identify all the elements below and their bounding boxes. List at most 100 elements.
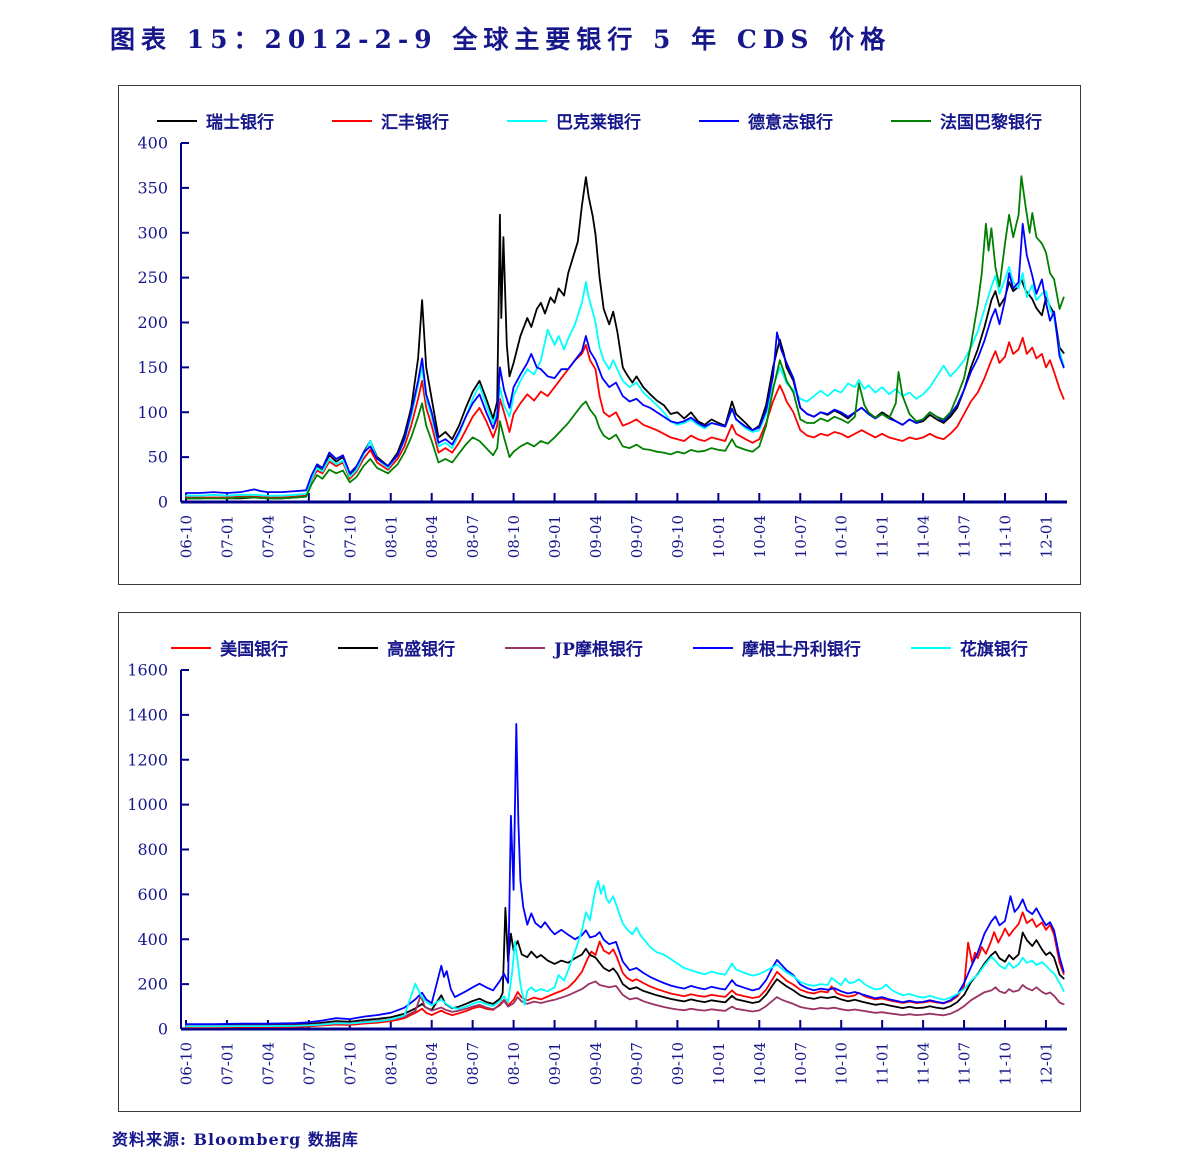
x-tick-label: 10-10	[833, 515, 851, 558]
x-tick-label: 11-07	[956, 1042, 974, 1085]
top-chart-legend: 瑞士银行 汇丰银行 巴克莱银行 德意志银行 法国巴黎银行	[119, 108, 1080, 133]
y-tick-label: 150	[137, 358, 168, 377]
x-tick-label: 08-10	[505, 515, 523, 558]
x-tick-label: 12-01	[1037, 1042, 1055, 1085]
y-tick-label: 200	[137, 975, 168, 994]
x-tick-label: 09-01	[546, 515, 564, 558]
legend-label: 德意志银行	[748, 113, 833, 133]
x-tick-label: 11-10	[997, 1042, 1015, 1085]
x-tick-label: 09-04	[587, 515, 605, 558]
x-tick-label: 08-04	[423, 515, 441, 558]
series-line-1	[185, 336, 1065, 499]
x-tick-label: 07-10	[341, 1042, 359, 1085]
x-tick-label: 06-10	[178, 1042, 196, 1085]
x-tick-label: 08-01	[382, 515, 400, 558]
legend-line-swatch	[891, 119, 931, 122]
bottom-chart-plot: 0 200 400 600 800 1000 1200 1400 1600 06-10 07-01 0…	[127, 661, 1067, 1085]
top-chart-plot: 0 50 100 150 200 250 300 350 400 06-10 07-01 07-04 0…	[137, 134, 1067, 558]
x-tick-label: 09-10	[669, 1042, 687, 1085]
legend-item-2: 巴克莱银行	[507, 108, 641, 133]
y-tick-label: 1200	[127, 750, 168, 769]
x-tick-label: 10-04	[751, 1042, 769, 1085]
series-line-3	[185, 723, 1065, 1026]
series-line-4	[185, 879, 1065, 1028]
x-tick-label: 10-01	[710, 515, 728, 558]
legend-item-1: 高盛银行	[338, 635, 455, 660]
y-tick-label: 250	[137, 268, 168, 287]
legend-label: 巴克莱银行	[556, 113, 641, 133]
legend-line-swatch	[505, 646, 546, 649]
series-line-2	[185, 265, 1065, 497]
legend-item-3: 德意志银行	[699, 108, 833, 133]
legend-label: 汇丰银行	[381, 113, 449, 133]
y-tick-label: 350	[137, 178, 168, 197]
x-tick-label: 09-07	[628, 515, 646, 558]
legend-line-swatch	[910, 646, 951, 649]
x-tick-label: 10-04	[751, 515, 769, 558]
legend-label: 法国巴黎银行	[940, 113, 1042, 133]
legend-line-swatch	[507, 119, 547, 122]
y-tick-label: 1600	[127, 661, 168, 680]
legend-label: 高盛银行	[387, 640, 456, 660]
y-tick-label: 0	[158, 493, 168, 512]
y-tick-label: 200	[137, 313, 168, 332]
data-source-note: 资料来源: Bloomberg 数据库	[112, 1130, 359, 1149]
series-line-4	[185, 175, 1065, 500]
x-tick-label: 11-01	[874, 1042, 892, 1085]
x-tick-label: 11-10	[997, 515, 1015, 558]
x-tick-label: 10-01	[710, 1042, 728, 1085]
x-tick-label: 10-10	[833, 1042, 851, 1085]
x-tick-label: 11-04	[915, 515, 933, 558]
legend-label: 瑞士银行	[206, 113, 274, 133]
x-tick-label: 11-01	[874, 515, 892, 558]
x-tick-label: 07-04	[259, 515, 277, 558]
series-line-0	[185, 176, 1065, 500]
y-tick-label: 1400	[127, 705, 168, 724]
x-tick-label: 11-07	[956, 515, 974, 558]
x-tick-label: 07-07	[300, 515, 318, 558]
series-line-1	[185, 906, 1065, 1026]
legend-item-4: 花旗银行	[910, 635, 1028, 660]
legend-label: 花旗银行	[959, 640, 1028, 660]
legend-item-0: 瑞士银行	[157, 108, 274, 133]
legend-line-swatch	[157, 119, 197, 122]
x-tick-label: 08-10	[505, 1042, 523, 1085]
bottom-chart-panel: 0 200 400 600 800 1000 1200 1400 1600 06-10 07-01 0…	[118, 612, 1081, 1112]
x-tick-label: 08-04	[423, 1042, 441, 1085]
figure-title: 图表 15：2012-2-9 全球主要银行 5 年 CDS 价格	[110, 25, 892, 54]
x-tick-label: 09-10	[669, 515, 687, 558]
legend-line-swatch	[699, 119, 739, 122]
x-tick-label: 10-07	[792, 1042, 810, 1085]
legend-line-swatch	[171, 646, 212, 649]
legend-item-0: 美国银行	[171, 635, 288, 660]
x-tick-label: 08-01	[382, 1042, 400, 1085]
x-tick-label: 07-10	[341, 515, 359, 558]
series-line-0	[185, 911, 1065, 1029]
legend-item-3: 摩根士丹利银行	[692, 635, 861, 660]
bottom-chart-legend: 美国银行 高盛银行 JP摩根银行 摩根士丹利银行 花旗银行	[119, 635, 1080, 660]
y-tick-label: 600	[137, 885, 168, 904]
x-tick-label: 09-07	[628, 1042, 646, 1085]
y-tick-label: 800	[137, 840, 168, 859]
x-tick-label: 08-07	[464, 515, 482, 558]
y-tick-label: 400	[137, 930, 168, 949]
series-line-3	[185, 222, 1065, 494]
top-chart-panel: 0 50 100 150 200 250 300 350 400 06-10 07-01 07-04 0…	[118, 85, 1081, 585]
legend-line-swatch	[692, 646, 733, 649]
y-tick-label: 50	[148, 448, 168, 467]
y-tick-label: 1000	[127, 795, 168, 814]
series-line-2	[185, 980, 1065, 1027]
x-tick-label: 12-01	[1037, 515, 1055, 558]
y-tick-label: 300	[137, 223, 168, 242]
legend-item-2: JP摩根银行	[505, 635, 643, 660]
y-tick-label: 400	[137, 134, 168, 153]
legend-line-swatch	[338, 646, 379, 649]
legend-item-1: 汇丰银行	[332, 108, 449, 133]
legend-label: 摩根士丹利银行	[741, 640, 861, 660]
legend-line-swatch	[332, 119, 372, 122]
x-tick-label: 10-07	[792, 515, 810, 558]
x-tick-label: 07-01	[218, 515, 236, 558]
legend-item-4: 法国巴黎银行	[891, 108, 1042, 133]
legend-label: JP摩根银行	[554, 640, 643, 660]
